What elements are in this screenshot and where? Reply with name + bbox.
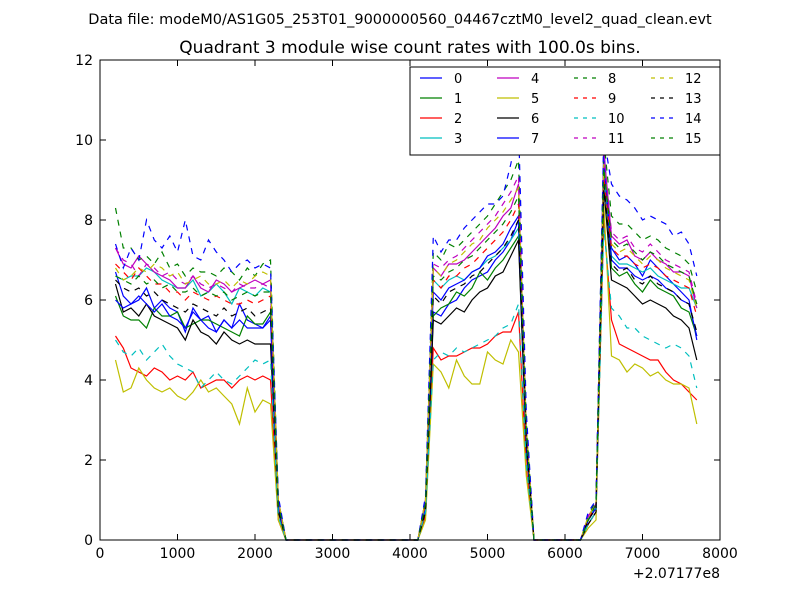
legend-label-10: 10 bbox=[608, 112, 625, 127]
legend-label-9: 9 bbox=[608, 92, 616, 107]
y-tick-label: 8 bbox=[84, 213, 93, 229]
legend-label-14: 14 bbox=[685, 112, 702, 127]
legend-label-2: 2 bbox=[454, 112, 462, 127]
legend-label-6: 6 bbox=[531, 112, 539, 127]
y-tick-label: 10 bbox=[75, 133, 93, 149]
x-tick-label: 1000 bbox=[160, 546, 196, 562]
x-tick-label: 6000 bbox=[547, 546, 583, 562]
legend-label-7: 7 bbox=[531, 132, 539, 147]
y-tick-label: 12 bbox=[75, 53, 93, 69]
legend-label-1: 1 bbox=[454, 92, 462, 107]
legend-box bbox=[409, 66, 721, 156]
legend-label-8: 8 bbox=[608, 72, 616, 87]
legend-label-13: 13 bbox=[685, 92, 702, 107]
legend-label-11: 11 bbox=[608, 132, 625, 147]
x-tick-label: 4000 bbox=[392, 546, 428, 562]
x-tick-label: 8000 bbox=[702, 546, 738, 562]
series-line-14 bbox=[114, 123, 698, 541]
series-line-8 bbox=[114, 139, 698, 541]
x-tick-label: 5000 bbox=[470, 546, 506, 562]
legend-label-12: 12 bbox=[685, 72, 702, 87]
legend-label-3: 3 bbox=[454, 132, 462, 147]
x-axis-offset-label: +2.07177e8 bbox=[633, 566, 720, 582]
series-line-10 bbox=[114, 227, 698, 541]
x-tick-label: 3000 bbox=[315, 546, 351, 562]
chart-title: Quadrant 3 module wise count rates with … bbox=[179, 38, 640, 58]
x-tick-label: 7000 bbox=[625, 546, 661, 562]
series-line-2 bbox=[114, 219, 698, 541]
y-tick-label: 4 bbox=[84, 373, 93, 389]
series-line-15 bbox=[115, 167, 698, 541]
series-line-12 bbox=[114, 163, 698, 541]
y-tick-label: 2 bbox=[84, 453, 93, 469]
y-tick-label: 0 bbox=[84, 533, 93, 549]
legend-label-0: 0 bbox=[454, 72, 462, 87]
data-file-label: Data file: modeM0/AS1G05_253T01_90000005… bbox=[88, 12, 712, 28]
series-line-0 bbox=[114, 147, 698, 541]
legend-label-5: 5 bbox=[531, 92, 539, 107]
series-layer bbox=[114, 123, 698, 541]
x-tick-label: 0 bbox=[96, 546, 105, 562]
series-line-4 bbox=[114, 151, 698, 541]
series-line-11 bbox=[114, 155, 698, 541]
axes-layer: 0 1000 2000 3000 4000 5000 6000 7000 80000246810… bbox=[75, 53, 738, 562]
x-tick-label: 2000 bbox=[237, 546, 273, 562]
legend-label-4: 4 bbox=[531, 72, 539, 87]
legend-label-15: 15 bbox=[685, 132, 702, 147]
series-line-9 bbox=[115, 175, 698, 541]
y-tick-label: 6 bbox=[84, 293, 93, 309]
